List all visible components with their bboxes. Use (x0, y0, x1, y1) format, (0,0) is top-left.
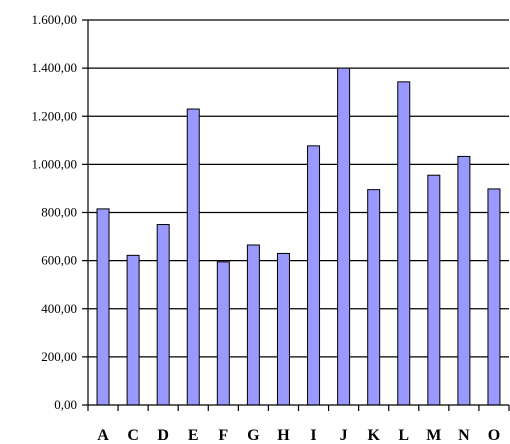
y-tick-label: 200,00 (41, 349, 77, 364)
x-tick-label: O (488, 427, 500, 444)
bar-f (216, 261, 230, 406)
gridlines (88, 19, 509, 358)
x-tick-label: H (277, 427, 290, 444)
y-tick-label: 400,00 (41, 301, 77, 316)
x-tick-label: F (218, 427, 228, 444)
bar-c (126, 254, 140, 406)
bar-o (487, 188, 501, 406)
x-tick-label: K (367, 427, 380, 444)
x-tick-label: C (127, 427, 139, 444)
bar-l (397, 81, 411, 406)
y-tick-label: 1.000,00 (32, 156, 78, 171)
x-tick-label: A (97, 427, 109, 444)
x-tick-label: G (247, 427, 260, 444)
bar-a (96, 208, 110, 406)
bar-m (427, 174, 441, 406)
bar-h (276, 252, 290, 406)
bar-n (457, 155, 471, 406)
x-tick-label: L (398, 427, 409, 444)
y-tick-label: 600,00 (41, 253, 77, 268)
bar-k (367, 189, 381, 406)
bars (96, 67, 501, 406)
y-tick-label: 1.200,00 (32, 108, 78, 123)
x-tick-label: D (157, 427, 169, 444)
y-tick-label: 1.400,00 (32, 60, 78, 75)
bar-g (246, 244, 260, 406)
y-tick-label: 1.600,00 (32, 12, 78, 27)
y-tick-labels: 0,00 200,00 400,00 600,00 800,00 1.000,00 1.20… (32, 12, 78, 412)
x-tick-label: J (340, 427, 348, 444)
y-tick-label: 800,00 (41, 205, 77, 220)
x-tick-label: N (458, 427, 470, 444)
axes (82, 19, 510, 411)
x-tick-label: E (188, 427, 199, 444)
x-tick-label: I (310, 427, 316, 444)
bar-i (307, 145, 321, 406)
bar-j (337, 67, 351, 406)
x-tick-label: M (426, 427, 441, 444)
y-tick-label: 0,00 (54, 397, 77, 412)
bar-d (156, 224, 170, 406)
bar-e (186, 108, 200, 406)
